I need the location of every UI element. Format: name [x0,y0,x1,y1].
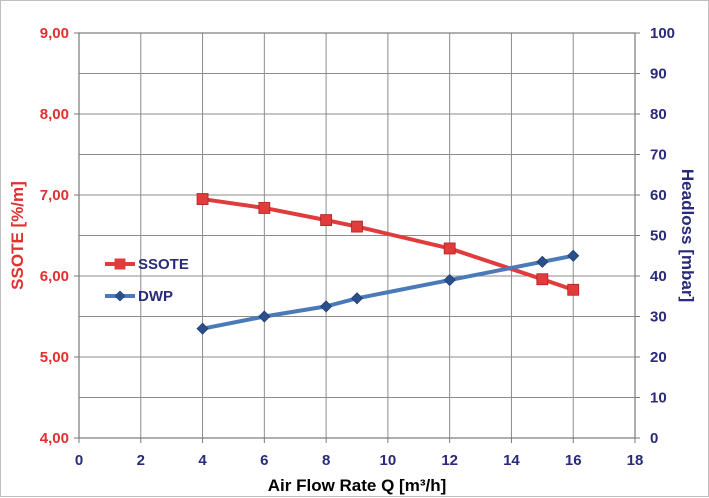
y-right-tick-label: 90 [650,66,667,83]
dwp-point [258,310,271,323]
dwp-point [320,300,333,313]
x-tick-label: 2 [137,452,145,469]
ssote-point [351,220,363,233]
dwp-point [443,273,456,287]
y-right-tick-label: 40 [650,268,667,285]
y-left-tick-label: 6,00 [40,268,69,285]
x-tick-label: 4 [198,452,207,469]
y-right-tick-label: 100 [650,25,675,42]
y-right-tick-label: 50 [650,228,667,245]
x-tick-label: 10 [380,452,397,469]
x-tick-label: 0 [75,452,83,469]
dwp-point [567,249,580,262]
ssote-point [536,273,549,286]
y-right-tick-label: 30 [650,309,667,326]
ssote-point [567,283,580,296]
ssote-point [320,214,333,227]
legend-ssote-label: SSOTE [138,256,189,273]
x-tick-label: 18 [627,452,644,469]
y-right-tick-label: 0 [650,430,658,447]
dwp-point [350,292,364,305]
legend-ssote-marker [114,258,126,270]
x-axis-title: Air Flow Rate Q [m³/h] [268,476,447,495]
ssote-point [443,242,456,255]
series [196,193,580,335]
axes: 4,005,006,007,008,009,000102030405060708… [40,25,675,469]
x-tick-label: 14 [503,452,520,469]
legend-dwp-marker [114,290,126,302]
y-right-axis-title: Headloss [mbar] [678,169,697,302]
x-tick-label: 16 [565,452,582,469]
y-left-tick-label: 4,00 [40,430,69,447]
y-right-tick-label: 70 [650,147,667,164]
y-left-tick-label: 8,00 [40,106,69,123]
legend: SSOTE DWP [105,256,189,305]
y-left-tick-label: 7,00 [40,187,69,204]
x-tick-label: 12 [441,452,458,469]
dwp-point [536,255,549,268]
y-left-axis-title: SSOTE [%/m] [8,181,27,290]
y-right-tick-label: 10 [650,390,667,407]
x-tick-label: 6 [260,452,268,469]
y-left-tick-label: 5,00 [40,349,69,366]
x-tick-label: 8 [322,452,330,469]
y-right-tick-label: 20 [650,349,667,366]
y-right-tick-label: 80 [650,106,667,123]
y-right-tick-label: 60 [650,187,667,204]
legend-dwp-label: DWP [138,288,173,305]
grid [78,32,636,439]
dwp-point [196,322,209,335]
ssote-point [196,193,209,205]
y-left-tick-label: 9,00 [40,25,69,42]
ssote-point [258,202,271,214]
